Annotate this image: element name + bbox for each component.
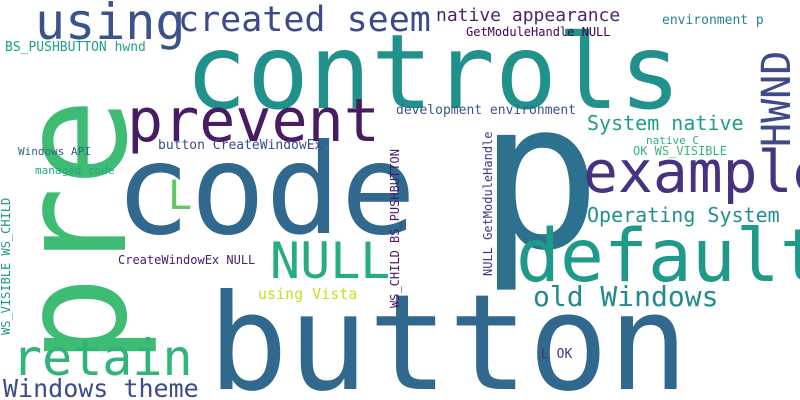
- word-ok-ws-visible: OK WS_VISIBLE: [633, 144, 727, 158]
- word-native-c: native C: [646, 134, 699, 147]
- word-button-createwindowex: button CreateWindowEx: [158, 138, 323, 153]
- word-ws-visible-ws-child: WS_VISIBLE WS_CHILD: [0, 197, 13, 335]
- word-p: p: [478, 58, 602, 296]
- word-created-seem: created seem: [178, 0, 431, 40]
- word-createwindowex-null: CreateWindowEx NULL: [118, 253, 256, 267]
- word-operating-system: Operating System: [587, 203, 780, 227]
- word-using-vista: using Vista: [258, 285, 358, 303]
- word-native-appearance: native appearance: [436, 5, 621, 26]
- word-example: example: [583, 138, 800, 206]
- word-ws-child-bs-pushbutton: WS_CHILD BS_PUSHBUTTON: [388, 149, 402, 308]
- word-managed-code: managed code: [35, 164, 115, 177]
- word-button: button: [208, 267, 689, 400]
- word-bs-pushbutton-hwnd: BS_PUSHBUTTON hwnd: [5, 40, 146, 55]
- word-environment-p: environment p: [662, 13, 764, 28]
- word-windows-api: Windows API: [18, 145, 91, 158]
- word-l: L: [168, 173, 193, 219]
- word-development-environment: development environment: [396, 103, 577, 118]
- word-windows-theme: Windows theme: [3, 374, 199, 400]
- word-null-large: NULL: [270, 232, 391, 290]
- word-system-native: System native: [587, 111, 744, 135]
- word-retain: retain: [12, 329, 193, 387]
- word-default: default: [516, 214, 800, 299]
- word-prevent: prevent: [127, 86, 380, 156]
- word-using: using: [35, 0, 186, 51]
- word-getmodulehandle-null: GetModuleHandle NULL: [466, 25, 611, 39]
- word-hwnd: HWND: [754, 50, 800, 147]
- word-l-ok: L OK: [541, 347, 573, 362]
- word-code: code: [115, 118, 417, 263]
- word-old-windows: old Windows: [533, 280, 719, 313]
- word-pre: pre: [0, 97, 160, 365]
- word-controls: controls: [185, 13, 682, 133]
- word-null-getmodulehandle: NULL GetModuleHandle: [481, 131, 495, 277]
